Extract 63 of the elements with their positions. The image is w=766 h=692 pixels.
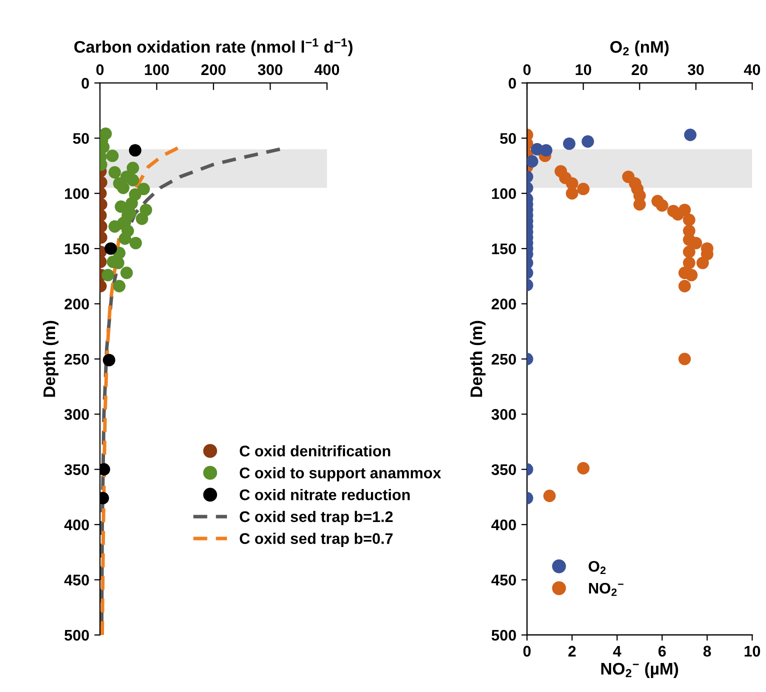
x-axis-title: NO$_{2}$$^{−}$ (µM) [601, 662, 678, 678]
x-tick-label: 300 [258, 64, 282, 76]
x-tick-label: 10 [744, 646, 760, 657]
x-tick-label: 200 [201, 64, 226, 76]
legend-label: C oxid nitrate reduction [240, 489, 410, 500]
y-tick-label: 200 [492, 298, 516, 310]
y-tick-label: 350 [64, 464, 89, 476]
y-tick-label: 400 [64, 519, 89, 530]
y-tick-label: 50 [73, 133, 89, 144]
point [577, 182, 590, 196]
y-tick-label: 500 [64, 630, 89, 641]
y-tick-label: 150 [65, 243, 89, 254]
y-tick-label: 150 [492, 243, 516, 254]
point [577, 462, 590, 474]
legend-label: C oxid sed trap b=0.7 [240, 532, 393, 548]
legend-label: C oxid to support anammox [240, 467, 442, 482]
point [678, 204, 691, 216]
y-tick-label: 450 [64, 574, 89, 586]
x2-tick-label: 40 [744, 64, 760, 76]
y-tick-label: 200 [64, 298, 89, 310]
y-tick-label: 0 [508, 78, 516, 89]
y-tick-label: 100 [65, 188, 89, 200]
legend-label: C oxid denitrification [240, 445, 390, 456]
y-tick-label: 450 [491, 574, 516, 586]
point [543, 490, 556, 502]
y-tick-label: 50 [500, 133, 516, 144]
x-tick-label: 0 [96, 64, 104, 76]
point [690, 236, 702, 250]
y-tick-label: 100 [492, 188, 516, 200]
x-tick-label: 2 [568, 646, 576, 656]
point [682, 214, 696, 226]
point [682, 246, 696, 258]
x-axis-title: Carbon oxidation rate (nmol l$^{−1}$ d$^{−1}$) [74, 38, 352, 56]
line-series [100, 146, 180, 635]
point [682, 256, 696, 270]
y-tick-label: 500 [492, 630, 516, 641]
y-tick-label: 0 [82, 78, 89, 89]
point [678, 352, 691, 366]
x2-axis-title: O$_{2}$ (nM) [610, 40, 669, 56]
point [685, 268, 698, 282]
x-tick-label: 100 [144, 64, 169, 76]
x2-tick-label: 20 [632, 64, 648, 76]
y-tick-label: 400 [491, 519, 516, 530]
x-tick-label: 8 [703, 646, 711, 657]
x-tick-label: 400 [314, 64, 340, 76]
y-tick-label: 250 [492, 354, 516, 365]
legend-label: O$_{2}$ [588, 560, 606, 574]
x-tick-label: 6 [658, 646, 666, 657]
y-axis-title: Depth (m) [470, 320, 486, 397]
x-tick-label: 4 [613, 646, 622, 656]
point [566, 187, 578, 200]
y-tick-label: 300 [64, 409, 89, 420]
y-axis-title: Depth (m) [42, 320, 59, 397]
y-tick-label: 300 [491, 409, 516, 420]
point [656, 199, 668, 212]
legend-label: C oxid sed trap b=1.2 [240, 510, 393, 526]
y-tick-label: 250 [64, 354, 89, 365]
x2-tick-label: 30 [688, 64, 704, 76]
y-tick-label: 350 [491, 464, 516, 476]
point [678, 280, 691, 292]
legend-label: NO$_{2}$$^{−}$ [589, 582, 624, 596]
x-tick-label: 0 [523, 646, 531, 657]
point [696, 256, 709, 270]
